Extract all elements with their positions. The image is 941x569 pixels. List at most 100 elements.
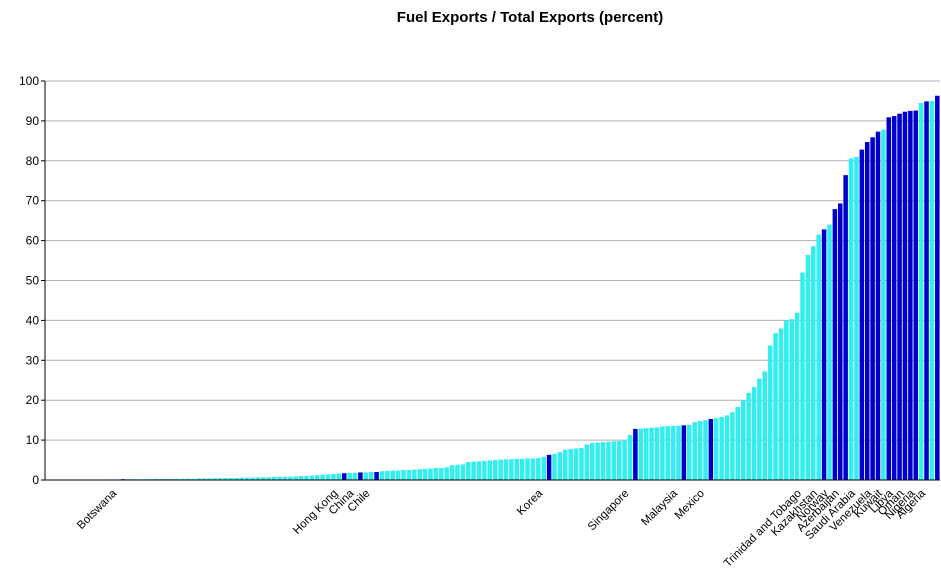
bar	[616, 440, 622, 480]
bar	[546, 454, 552, 480]
bar	[395, 470, 401, 480]
bar	[913, 110, 919, 480]
bar	[320, 474, 325, 480]
bar	[600, 442, 606, 480]
bar	[730, 412, 735, 480]
bar	[643, 428, 649, 480]
bar	[713, 418, 719, 480]
bar	[681, 425, 687, 480]
bar	[492, 460, 498, 480]
y-tick-label: 40	[26, 313, 40, 327]
bar	[627, 434, 633, 480]
bar	[563, 449, 568, 480]
bar	[606, 441, 611, 480]
bar	[266, 477, 272, 480]
bar	[859, 149, 865, 481]
bar	[465, 462, 471, 480]
bar	[228, 478, 234, 480]
bar	[250, 477, 255, 480]
bar	[611, 441, 617, 480]
bar	[422, 468, 428, 480]
bar	[557, 452, 563, 480]
bar	[304, 476, 309, 480]
bar	[843, 175, 848, 480]
y-tick-label: 90	[26, 114, 40, 128]
bar	[918, 102, 924, 480]
bar	[708, 418, 714, 480]
y-tick-label: 30	[26, 353, 40, 367]
bar	[401, 470, 406, 480]
bar	[929, 100, 935, 480]
bar	[654, 427, 660, 480]
bar	[638, 428, 644, 480]
bar	[552, 454, 557, 480]
bar	[821, 229, 827, 480]
bar	[870, 137, 875, 480]
bar	[412, 469, 417, 480]
bar	[660, 426, 665, 480]
bar	[875, 131, 881, 480]
y-tick-label: 0	[32, 473, 39, 487]
x-tick-label: Malaysia	[639, 487, 680, 528]
bar	[735, 406, 741, 480]
bar	[298, 476, 304, 480]
bar	[897, 113, 902, 480]
bar	[827, 224, 832, 480]
bar	[579, 448, 584, 480]
bar	[789, 319, 794, 480]
bar	[584, 444, 590, 480]
bar	[891, 116, 897, 480]
y-tick-label: 20	[26, 393, 40, 407]
bar	[196, 478, 201, 480]
x-tick-label: Botswana	[75, 487, 120, 532]
bar	[223, 478, 228, 480]
bar	[784, 320, 789, 480]
bar	[217, 478, 223, 480]
bar	[692, 422, 697, 480]
bar	[837, 203, 843, 481]
bar	[503, 459, 509, 480]
bar	[455, 464, 460, 480]
bar	[201, 478, 207, 480]
bar	[180, 478, 185, 480]
y-tick-label: 100	[19, 74, 39, 88]
bar	[719, 416, 724, 480]
bar	[881, 129, 886, 481]
bar	[886, 117, 892, 481]
bar	[703, 420, 708, 480]
bar	[762, 371, 768, 480]
bar	[336, 473, 342, 480]
bar	[794, 312, 800, 480]
bar	[811, 246, 816, 480]
x-tick-label: Mexico	[673, 488, 707, 522]
bar	[670, 425, 676, 480]
bar	[471, 461, 476, 480]
bar	[509, 459, 514, 480]
bar	[309, 475, 315, 480]
bar	[428, 468, 433, 480]
bar	[207, 478, 212, 480]
bar	[816, 234, 821, 480]
bar	[595, 442, 600, 480]
bar	[573, 448, 579, 480]
bar	[487, 460, 493, 480]
bar	[185, 478, 191, 480]
bar	[740, 400, 746, 480]
bar	[325, 474, 331, 480]
bar	[757, 378, 762, 480]
bar	[724, 415, 730, 480]
bar	[239, 477, 245, 480]
bar	[282, 476, 288, 480]
bar	[212, 478, 218, 480]
bar	[746, 393, 751, 480]
bar	[244, 477, 250, 480]
bar	[363, 472, 369, 480]
y-tick-label: 60	[26, 234, 40, 248]
bar	[778, 328, 784, 480]
bar	[315, 475, 320, 480]
bar	[234, 478, 239, 480]
y-tick-label: 70	[26, 194, 40, 208]
chart-title: Fuel Exports / Total Exports (percent)	[397, 9, 663, 26]
x-tick-label: Singapore	[586, 488, 632, 534]
x-tick-label: Trinidad and Tobago	[722, 488, 804, 569]
